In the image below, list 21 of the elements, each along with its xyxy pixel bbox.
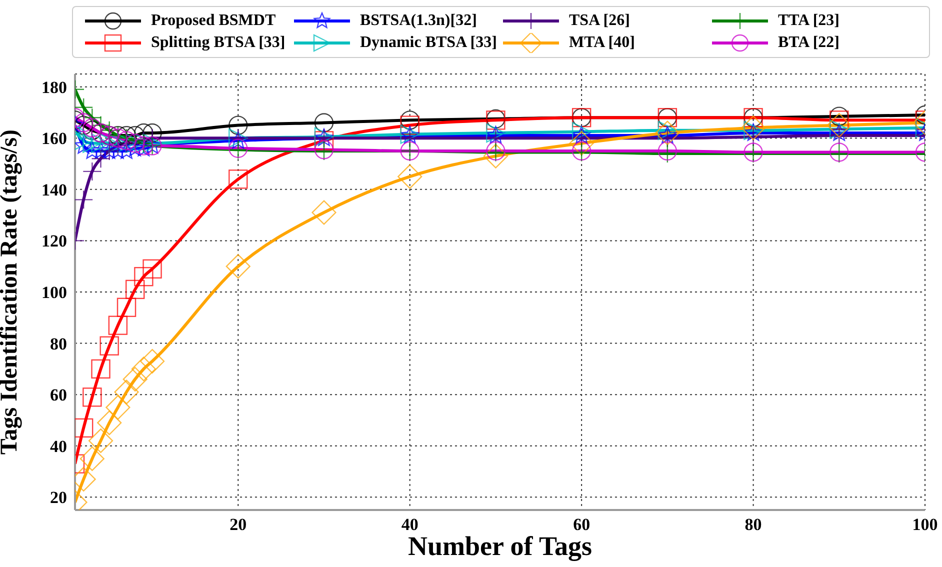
legend-label: BTA [22] (778, 34, 840, 52)
y-tick-label: 160 (42, 129, 67, 148)
y-tick-label: 40 (50, 436, 67, 456)
y-tick-label: 140 (42, 180, 67, 200)
y-tick-label: 60 (50, 386, 67, 405)
y-tick-label: 20 (50, 488, 67, 508)
legend-label: Dynamic BTSA [33] (360, 34, 497, 52)
x-tick-label: 80 (744, 515, 762, 534)
y-tick-label: 80 (50, 334, 67, 354)
legend-label: Splitting BTSA [33] (151, 34, 286, 52)
legend-label: TSA [26] (569, 12, 630, 30)
legend-label: Proposed BSMDT (151, 12, 276, 30)
x-tick-label: 20 (230, 515, 247, 534)
legend-label: BSTSA(1.3n)[32] (360, 12, 477, 30)
y-tick-label: 180 (42, 78, 67, 97)
legend-label: TTA [23] (778, 12, 840, 30)
x-tick-label: 100 (912, 515, 938, 534)
legend-label: MTA [40] (569, 34, 635, 52)
y-axis-title: Tags Identification Rate (tags/s) (0, 129, 23, 455)
y-tick-label: 120 (42, 232, 67, 251)
y-tick-label: 100 (42, 283, 67, 302)
